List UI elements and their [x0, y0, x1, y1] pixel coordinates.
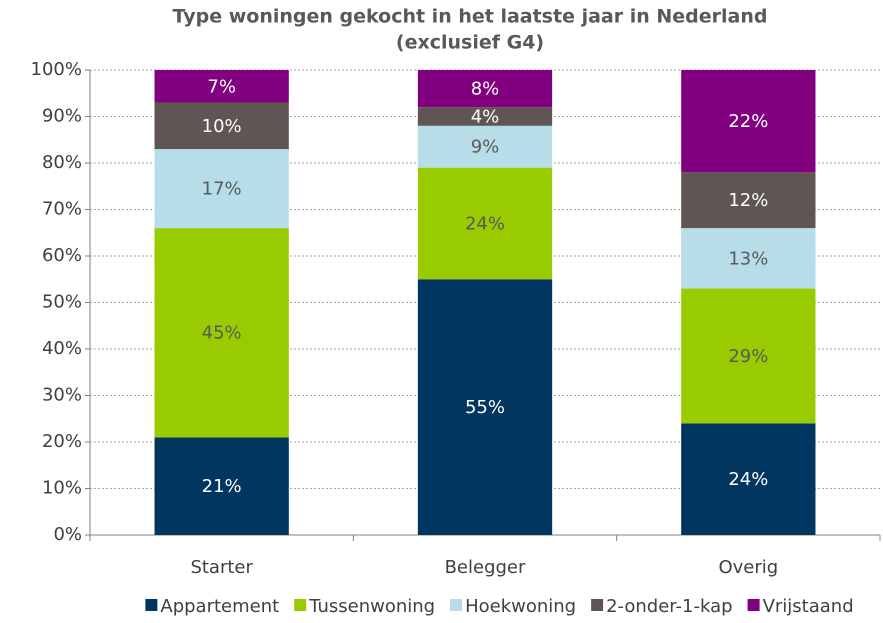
y-tick-label: 50% [42, 292, 82, 313]
data-label: 9% [471, 137, 500, 158]
bar-segment [681, 70, 816, 173]
bar-segment [417, 107, 553, 126]
legend-label: Appartement [160, 596, 279, 617]
data-label: 55% [465, 397, 505, 418]
legend-label: Tussenwoning [308, 596, 435, 617]
data-label: 13% [728, 248, 768, 269]
data-label: 24% [728, 469, 768, 490]
y-tick-label: 80% [42, 152, 82, 173]
bar-segment [417, 167, 553, 280]
y-tick-label: 10% [42, 478, 82, 499]
chart-title: (exclusief G4) [396, 32, 544, 54]
bar-segment [681, 172, 816, 229]
bar-segment [681, 423, 816, 535]
bar-segment [154, 437, 289, 535]
y-tick-label: 0% [53, 524, 82, 545]
legend-swatch [450, 599, 463, 611]
bar-segment [417, 279, 553, 535]
data-label: 29% [728, 346, 768, 367]
legend-swatch [747, 599, 760, 611]
chart-title: Type woningen gekocht in het laatste jaa… [173, 6, 768, 28]
legend-label: Hoekwoning [465, 596, 576, 617]
bar-segment [154, 149, 289, 229]
legend-swatch [294, 599, 307, 611]
x-tick-label: Starter [190, 557, 253, 578]
data-label: 24% [465, 213, 505, 234]
bar-segment [681, 288, 816, 424]
data-label: 12% [728, 190, 768, 211]
legend-swatch [145, 599, 158, 611]
bar-segment [154, 228, 289, 438]
bar-segment [681, 228, 816, 289]
data-label: 22% [728, 111, 768, 132]
y-tick-label: 60% [42, 245, 82, 266]
y-tick-label: 20% [42, 431, 82, 452]
bar-segment [417, 70, 553, 108]
data-label: 21% [202, 476, 242, 497]
data-label: 4% [471, 107, 500, 128]
legend-swatch [591, 599, 604, 611]
data-label: 17% [202, 179, 242, 200]
data-label: 8% [471, 79, 500, 100]
x-tick-label: Belegger [445, 557, 526, 578]
bar-segment [154, 102, 289, 150]
x-tick-label: Overig [718, 557, 778, 578]
y-tick-label: 40% [42, 338, 82, 359]
bar-segment [417, 125, 553, 168]
legend-label: 2-onder-1-kap [606, 596, 732, 617]
data-label: 7% [207, 76, 236, 97]
y-tick-label: 100% [31, 59, 82, 80]
y-tick-label: 90% [42, 106, 82, 127]
y-tick-label: 30% [42, 385, 82, 406]
y-tick-label: 70% [42, 199, 82, 220]
bar-segment [154, 70, 289, 103]
legend-label: Vrijstaand [763, 596, 854, 617]
data-label: 10% [202, 116, 242, 137]
data-label: 45% [202, 323, 242, 344]
